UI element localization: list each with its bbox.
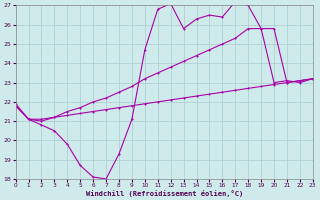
X-axis label: Windchill (Refroidissement éolien,°C): Windchill (Refroidissement éolien,°C) xyxy=(85,190,243,197)
